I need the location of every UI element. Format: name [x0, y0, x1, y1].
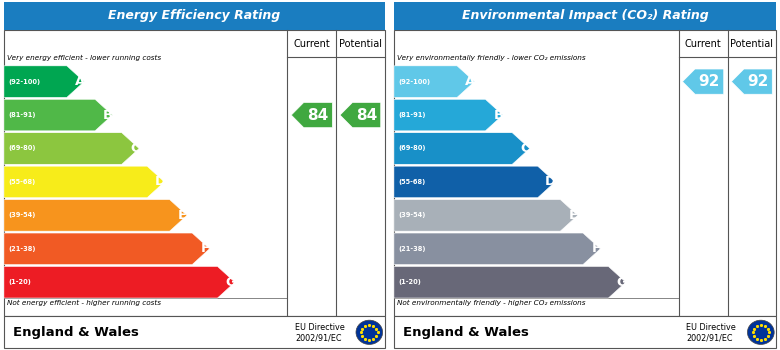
Bar [4, 2, 385, 30]
Polygon shape [4, 266, 235, 298]
Text: (92-100): (92-100) [399, 79, 431, 85]
Polygon shape [394, 199, 578, 231]
Text: F: F [591, 242, 601, 255]
Bar [394, 316, 776, 348]
Polygon shape [732, 69, 772, 94]
Polygon shape [394, 266, 626, 298]
Text: (21-38): (21-38) [9, 246, 36, 252]
Text: 92: 92 [699, 74, 720, 89]
Text: Not environmentally friendly - higher CO₂ emissions: Not environmentally friendly - higher CO… [397, 300, 586, 306]
Text: Potential: Potential [730, 39, 773, 49]
Text: England & Wales: England & Wales [13, 326, 140, 339]
Polygon shape [682, 69, 724, 94]
Polygon shape [4, 166, 165, 198]
Text: (39-54): (39-54) [9, 212, 36, 218]
Text: (92-100): (92-100) [9, 79, 41, 85]
Text: G: G [616, 276, 627, 289]
Bar [394, 2, 776, 30]
Text: (39-54): (39-54) [399, 212, 426, 218]
Text: (69-80): (69-80) [9, 146, 36, 152]
Text: Not energy efficient - higher running costs: Not energy efficient - higher running co… [7, 300, 161, 306]
Polygon shape [4, 199, 187, 231]
Text: E: E [178, 209, 187, 222]
Text: D: D [545, 175, 556, 188]
Bar [4, 30, 385, 316]
Text: 84: 84 [356, 107, 378, 122]
Text: EU Directive
2002/91/EC: EU Directive 2002/91/EC [686, 323, 736, 342]
Polygon shape [394, 233, 601, 265]
Polygon shape [4, 66, 84, 97]
Polygon shape [4, 133, 139, 164]
Text: A: A [75, 75, 85, 88]
Circle shape [747, 320, 775, 344]
Text: (69-80): (69-80) [399, 146, 426, 152]
Text: Energy Efficiency Rating: Energy Efficiency Rating [108, 9, 280, 22]
Text: G: G [225, 276, 236, 289]
Text: Current: Current [293, 39, 330, 49]
Text: Very environmentally friendly - lower CO₂ emissions: Very environmentally friendly - lower CO… [397, 55, 586, 61]
Text: Potential: Potential [339, 39, 382, 49]
Text: Current: Current [685, 39, 722, 49]
Text: Very energy efficient - lower running costs: Very energy efficient - lower running co… [7, 55, 161, 61]
Text: (55-68): (55-68) [9, 179, 36, 185]
Text: (81-91): (81-91) [9, 112, 36, 118]
Text: Environmental Impact (CO₂) Rating: Environmental Impact (CO₂) Rating [462, 9, 708, 22]
Polygon shape [394, 99, 503, 131]
Text: B: B [103, 108, 113, 121]
Text: C: C [520, 142, 530, 155]
Bar [394, 30, 776, 316]
Polygon shape [4, 99, 112, 131]
Text: B: B [494, 108, 504, 121]
Polygon shape [394, 166, 555, 198]
Text: 84: 84 [307, 107, 328, 122]
Text: A: A [465, 75, 475, 88]
Polygon shape [394, 133, 530, 164]
Text: (21-38): (21-38) [399, 246, 426, 252]
Text: F: F [200, 242, 210, 255]
Circle shape [356, 320, 383, 344]
Polygon shape [4, 233, 210, 265]
Polygon shape [394, 66, 474, 97]
Text: E: E [569, 209, 578, 222]
Text: England & Wales: England & Wales [403, 326, 530, 339]
Text: (81-91): (81-91) [399, 112, 426, 118]
Text: (55-68): (55-68) [399, 179, 426, 185]
Text: D: D [154, 175, 165, 188]
Text: 92: 92 [747, 74, 769, 89]
Polygon shape [291, 103, 332, 128]
Text: (1-20): (1-20) [9, 279, 31, 285]
Text: EU Directive
2002/91/EC: EU Directive 2002/91/EC [295, 323, 345, 342]
Text: C: C [130, 142, 140, 155]
Bar [4, 316, 385, 348]
Polygon shape [340, 103, 381, 128]
Text: (1-20): (1-20) [399, 279, 421, 285]
